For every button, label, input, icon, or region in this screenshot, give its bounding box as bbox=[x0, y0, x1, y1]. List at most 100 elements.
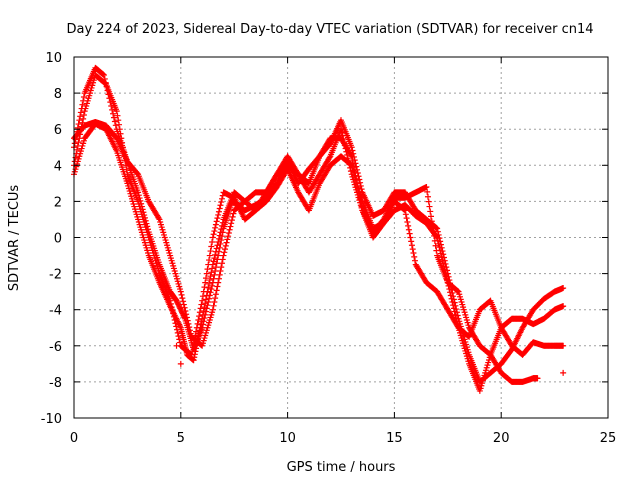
data-point bbox=[405, 226, 412, 233]
data-point bbox=[407, 234, 414, 241]
data-point bbox=[218, 226, 225, 233]
data-point bbox=[75, 139, 82, 146]
data-point bbox=[450, 302, 457, 309]
data-point bbox=[122, 157, 129, 164]
y-tick-label: -4 bbox=[49, 304, 62, 319]
y-tick-label: -6 bbox=[49, 340, 62, 355]
data-point bbox=[357, 179, 364, 186]
data-point bbox=[209, 234, 216, 241]
data-point bbox=[203, 270, 210, 277]
x-tick-label: 10 bbox=[279, 431, 296, 446]
data-point bbox=[215, 208, 222, 215]
data-point bbox=[428, 213, 435, 220]
data-point bbox=[341, 142, 348, 149]
data-point bbox=[431, 232, 438, 239]
data-point bbox=[155, 215, 162, 222]
data-point bbox=[77, 131, 84, 138]
series-track-3 bbox=[71, 118, 567, 358]
data-point bbox=[174, 329, 181, 336]
data-point bbox=[230, 210, 237, 217]
data-point bbox=[79, 119, 86, 126]
data-point bbox=[222, 246, 229, 253]
data-point bbox=[168, 304, 175, 311]
data-point bbox=[215, 279, 222, 286]
data-point bbox=[118, 135, 125, 142]
data-point bbox=[203, 292, 210, 299]
data-point bbox=[170, 310, 177, 317]
data-point bbox=[199, 297, 206, 304]
data-point bbox=[193, 324, 200, 331]
data-point bbox=[80, 112, 87, 119]
data-point bbox=[175, 333, 182, 340]
y-tick-label: -2 bbox=[49, 268, 62, 283]
data-point bbox=[218, 264, 225, 271]
data-point bbox=[215, 235, 222, 242]
data-point bbox=[212, 251, 219, 258]
y-tick-label: 4 bbox=[54, 159, 62, 174]
data-point bbox=[188, 351, 195, 358]
data-point bbox=[198, 318, 205, 325]
data-point bbox=[347, 168, 354, 175]
data-point bbox=[216, 205, 223, 212]
data-point bbox=[74, 146, 81, 153]
data-point bbox=[202, 300, 209, 307]
data-point bbox=[171, 317, 178, 324]
data-point bbox=[214, 215, 221, 222]
data-point bbox=[186, 327, 193, 334]
data-point bbox=[447, 289, 454, 296]
data-point bbox=[213, 260, 220, 267]
data-point bbox=[206, 252, 213, 259]
data-point bbox=[212, 221, 219, 228]
data-point bbox=[429, 223, 436, 230]
data-point bbox=[180, 301, 187, 308]
data-point bbox=[78, 123, 85, 130]
x-axis-label: GPS time / hours bbox=[287, 460, 396, 475]
data-point bbox=[196, 309, 203, 316]
data-point bbox=[410, 249, 417, 256]
data-point bbox=[210, 231, 217, 238]
data-point bbox=[205, 261, 212, 268]
data-point bbox=[202, 275, 209, 282]
data-point bbox=[215, 252, 222, 259]
data-point bbox=[223, 239, 230, 246]
data-point bbox=[80, 115, 87, 122]
data-point bbox=[215, 275, 222, 282]
data-point bbox=[446, 286, 453, 293]
data-point bbox=[348, 153, 355, 160]
data-point bbox=[207, 248, 214, 255]
data-point bbox=[117, 130, 124, 137]
data-point bbox=[224, 236, 231, 243]
data-point bbox=[338, 129, 345, 136]
data-point bbox=[74, 142, 81, 149]
data-point bbox=[348, 144, 355, 151]
data-point bbox=[217, 268, 224, 275]
data-point bbox=[402, 211, 409, 218]
data-point bbox=[437, 250, 444, 257]
data-point bbox=[340, 135, 347, 142]
data-point bbox=[425, 198, 432, 205]
data-point bbox=[76, 135, 83, 142]
data-point bbox=[222, 242, 229, 249]
data-point bbox=[199, 293, 206, 300]
data-point bbox=[404, 219, 411, 226]
data-point bbox=[435, 240, 442, 247]
data-point bbox=[560, 285, 567, 292]
data-point bbox=[405, 222, 412, 229]
data-point bbox=[193, 328, 200, 335]
data-point bbox=[408, 238, 415, 245]
data-point bbox=[345, 158, 352, 165]
data-point bbox=[196, 330, 203, 337]
data-point bbox=[212, 264, 219, 271]
data-point bbox=[206, 257, 213, 264]
data-point bbox=[173, 342, 180, 349]
data-point bbox=[534, 375, 541, 382]
data-point bbox=[121, 153, 128, 160]
data-point bbox=[326, 154, 333, 161]
data-point bbox=[71, 158, 78, 165]
data-point bbox=[187, 351, 194, 358]
data-point bbox=[177, 360, 184, 367]
data-point bbox=[208, 286, 215, 293]
data-point bbox=[100, 72, 107, 79]
data-point bbox=[208, 243, 215, 250]
data-point bbox=[560, 303, 567, 310]
